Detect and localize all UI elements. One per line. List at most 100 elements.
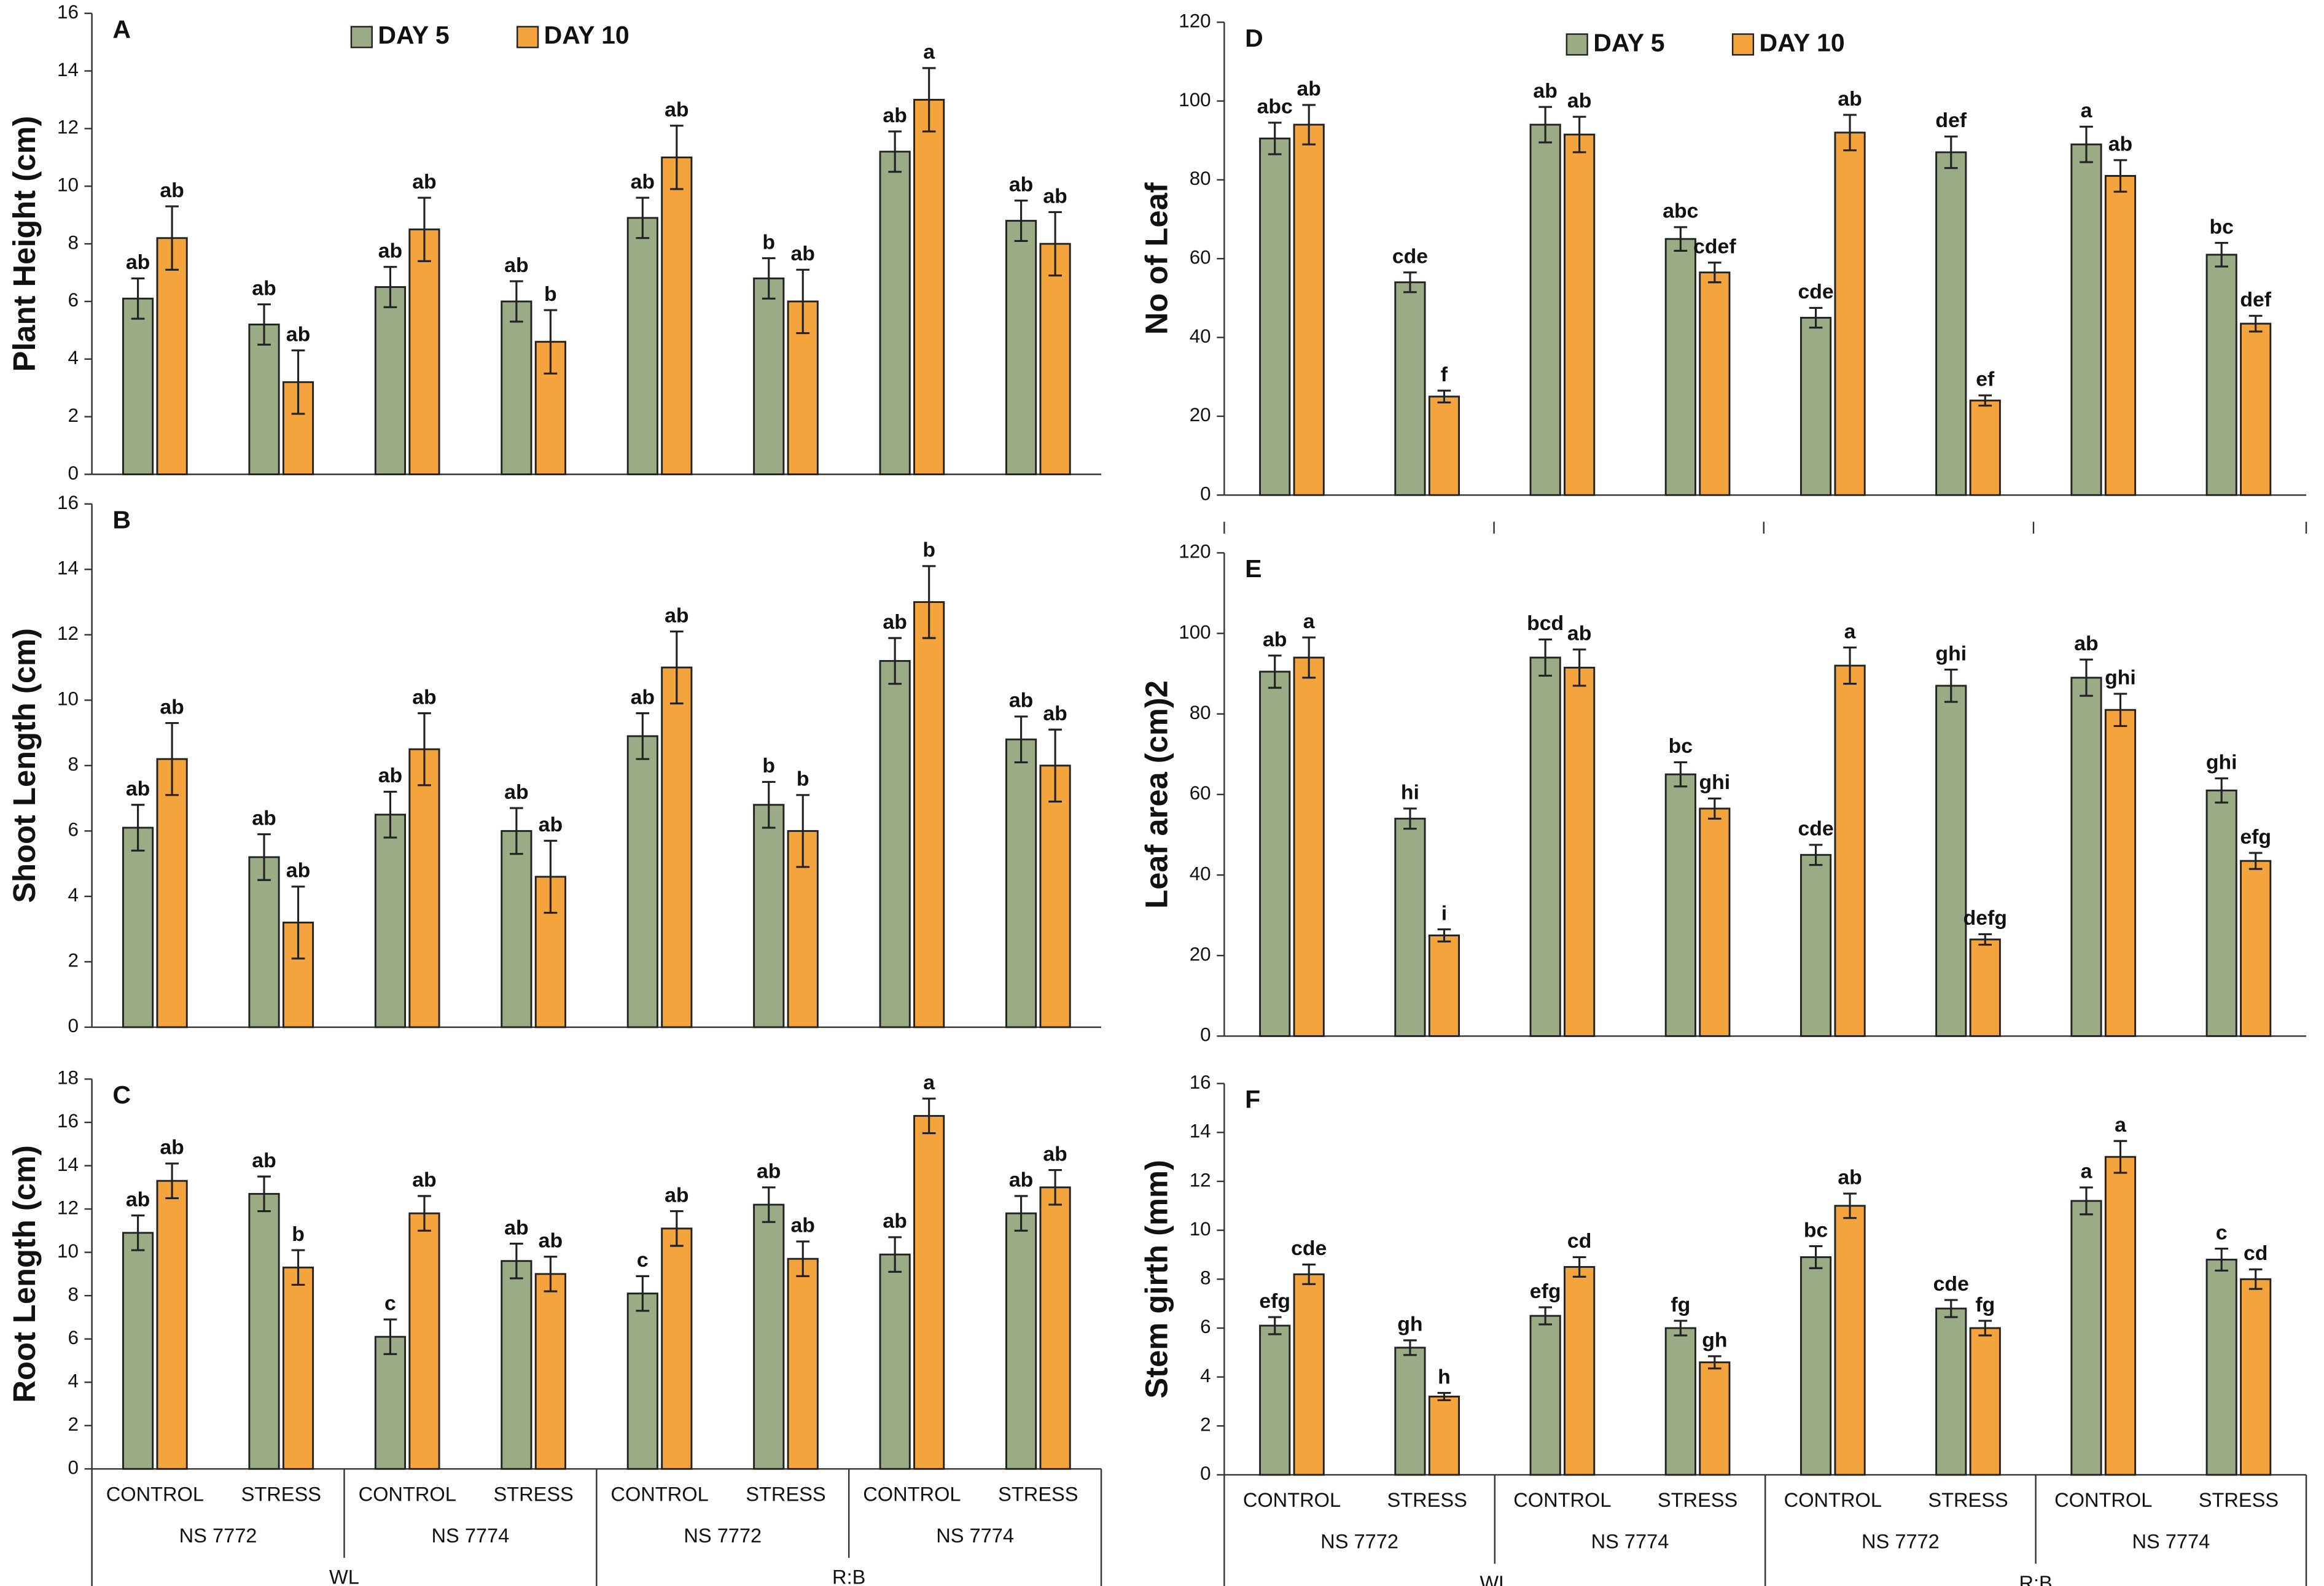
significance-letter: ab bbox=[412, 170, 436, 193]
panel-label: E bbox=[1245, 554, 1261, 583]
error-bar bbox=[1978, 933, 1992, 946]
bar bbox=[1394, 1347, 1426, 1476]
error-bar bbox=[669, 1210, 684, 1247]
bar bbox=[1005, 1212, 1037, 1470]
bar bbox=[1834, 1205, 1866, 1476]
y-tick-label: 4 bbox=[68, 884, 78, 906]
significance-letter: fg bbox=[1671, 1293, 1690, 1316]
bar bbox=[661, 1227, 693, 1470]
y-tick-label: 16 bbox=[57, 1, 79, 23]
error-bar bbox=[165, 1162, 179, 1199]
bar bbox=[1935, 1307, 1967, 1476]
bar bbox=[879, 659, 911, 1028]
error-bar bbox=[165, 205, 179, 271]
bar bbox=[1005, 738, 1037, 1028]
error-bar bbox=[1572, 648, 1586, 687]
legend-label: DAY 5 bbox=[1593, 28, 1664, 56]
significance-letter: ghi bbox=[2206, 750, 2237, 774]
error-bar bbox=[418, 712, 431, 787]
bar bbox=[1664, 238, 1696, 496]
significance-letter: a bbox=[2081, 1160, 2092, 1183]
significance-letter: ef bbox=[1976, 368, 1995, 391]
error-bar bbox=[762, 257, 776, 300]
significance-letter: ab bbox=[412, 685, 436, 709]
error-bar bbox=[544, 309, 558, 375]
x-tick-label: CONTROL bbox=[1784, 1489, 1882, 1511]
bar bbox=[1699, 807, 1731, 1037]
significance-letter: ab bbox=[757, 1160, 781, 1183]
bar bbox=[1293, 123, 1325, 496]
significance-letter: ghi bbox=[2105, 666, 2136, 690]
error-bar bbox=[762, 780, 776, 829]
bar bbox=[1564, 666, 1596, 1037]
bar bbox=[1564, 133, 1596, 496]
error-bar bbox=[636, 712, 650, 760]
y-tick-label: 8 bbox=[1200, 1267, 1211, 1289]
legend-label: DAY 10 bbox=[544, 21, 630, 49]
y-tick-label: 20 bbox=[1190, 404, 1211, 426]
significance-letter: cde bbox=[1392, 244, 1428, 268]
error-bar bbox=[2080, 658, 2093, 697]
group-label: NS 7772 bbox=[179, 1525, 257, 1547]
significance-letter: ab bbox=[665, 604, 688, 627]
bar bbox=[879, 150, 911, 475]
significance-letter: b bbox=[797, 768, 809, 791]
bar bbox=[1834, 131, 1866, 496]
error-bar bbox=[383, 1318, 397, 1355]
error-bar bbox=[2113, 1140, 2127, 1174]
significance-letter: ab bbox=[1838, 1166, 1862, 1189]
significance-letter: ab bbox=[126, 777, 150, 801]
y-tick-label: 16 bbox=[57, 1110, 79, 1132]
significance-letter: ab bbox=[1838, 87, 1862, 111]
significance-letter: cde bbox=[1933, 1272, 1969, 1296]
bar bbox=[626, 217, 658, 475]
significance-letter: ab bbox=[883, 610, 907, 634]
bar bbox=[248, 324, 280, 475]
significance-letter: ab bbox=[883, 104, 907, 127]
bar bbox=[156, 1180, 188, 1470]
y-tick-label: 4 bbox=[68, 347, 78, 368]
bar bbox=[2240, 860, 2272, 1037]
y-tick-label: 120 bbox=[1179, 541, 1211, 562]
y-tick-label: 0 bbox=[68, 1457, 78, 1479]
y-tick-label: 40 bbox=[1190, 325, 1211, 347]
significance-letter: ab bbox=[160, 1136, 184, 1159]
error-bar bbox=[888, 637, 902, 685]
y-tick-label: 16 bbox=[1190, 1071, 1211, 1093]
bar bbox=[626, 735, 658, 1028]
legend-swatch bbox=[517, 26, 539, 49]
y-tick-label: 8 bbox=[68, 231, 78, 253]
error-bar bbox=[165, 722, 179, 796]
bar bbox=[248, 1192, 280, 1470]
significance-letter: gh bbox=[1702, 1329, 1727, 1352]
significance-letter: ab bbox=[1009, 1168, 1033, 1192]
y-tick-label: 60 bbox=[1190, 782, 1211, 804]
bar bbox=[2070, 143, 2102, 496]
error-bar bbox=[1268, 655, 1282, 689]
bar bbox=[1259, 138, 1291, 496]
significance-letter: ab bbox=[631, 170, 655, 193]
error-bar bbox=[418, 196, 431, 262]
bar bbox=[1394, 817, 1426, 1037]
significance-letter: ab bbox=[412, 1168, 436, 1192]
error-bar bbox=[922, 67, 936, 133]
error-bar bbox=[1674, 761, 1688, 788]
error-bar bbox=[544, 839, 558, 914]
significance-letter: bc bbox=[1804, 1218, 1828, 1242]
bar bbox=[1664, 1327, 1696, 1476]
error-bar bbox=[1268, 122, 1282, 155]
significance-letter: ab bbox=[791, 242, 815, 265]
y-tick-label: 80 bbox=[1190, 168, 1211, 189]
y-tick-label: 0 bbox=[1200, 1463, 1211, 1484]
error-bar bbox=[1302, 104, 1316, 146]
error-bar bbox=[888, 130, 902, 173]
significance-letter: ghi bbox=[1699, 771, 1731, 794]
error-bar bbox=[383, 790, 397, 839]
bar bbox=[787, 1258, 819, 1470]
y-tick-label: 6 bbox=[68, 289, 78, 311]
significance-letter: a bbox=[923, 1071, 935, 1094]
y-tick-label: 0 bbox=[68, 462, 78, 484]
significance-letter: i bbox=[1441, 901, 1447, 925]
significance-letter: ab bbox=[539, 1229, 563, 1252]
error-bar bbox=[888, 1236, 902, 1273]
